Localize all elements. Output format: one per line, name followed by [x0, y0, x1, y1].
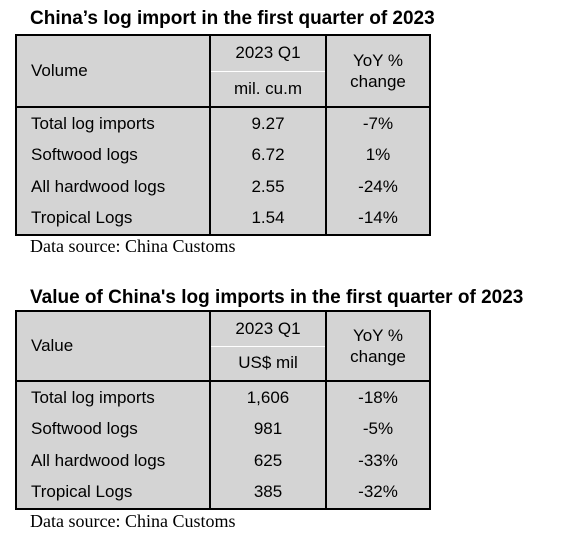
row-yoy: -7% — [326, 107, 431, 140]
row-value: 2.55 — [209, 171, 327, 203]
value-data-source: Data source: China Customs — [30, 511, 236, 531]
row-label: Softwood logs — [15, 139, 210, 171]
row-value: 1.54 — [209, 202, 327, 236]
row-yoy: -24% — [326, 171, 431, 203]
row-yoy: 1% — [326, 139, 431, 171]
value-table-title: Value of China's log imports in the firs… — [30, 287, 524, 308]
table-row: All hardwood logs 2.55 -24% — [15, 171, 431, 203]
row-label: Total log imports — [15, 381, 210, 414]
row-label: Softwood logs — [15, 413, 210, 445]
volume-header-yoy: YoY % change — [325, 34, 431, 108]
value-header-yoy: YoY % change — [325, 310, 431, 382]
table-row: Tropical Logs 385 -32% — [15, 476, 431, 510]
row-value: 1,606 — [209, 381, 327, 414]
volume-data-source: Data source: China Customs — [30, 236, 236, 256]
row-label: All hardwood logs — [15, 445, 210, 477]
table-row: Tropical Logs 1.54 -14% — [15, 202, 431, 236]
table-row: Softwood logs 981 -5% — [15, 413, 431, 445]
row-yoy: -18% — [326, 381, 431, 414]
volume-header-unit: mil. cu.m — [209, 70, 327, 108]
volume-table-title: China’s log import in the first quarter … — [30, 8, 435, 29]
value-header-period: 2023 Q1 — [209, 310, 327, 346]
row-value: 625 — [209, 445, 327, 477]
table-row: Total log imports 9.27 -7% — [15, 107, 431, 140]
row-value: 385 — [209, 476, 327, 510]
row-value: 9.27 — [209, 107, 327, 140]
row-yoy: -33% — [326, 445, 431, 477]
table-row: All hardwood logs 625 -33% — [15, 445, 431, 477]
row-value: 6.72 — [209, 139, 327, 171]
value-header-unit: US$ mil — [209, 345, 327, 382]
row-yoy: -32% — [326, 476, 431, 510]
volume-header-period: 2023 Q1 — [209, 34, 327, 71]
table-row: Total log imports 1,606 -18% — [15, 381, 431, 414]
volume-header-label: Volume — [15, 34, 211, 108]
row-label: Total log imports — [15, 107, 210, 140]
row-yoy: -5% — [326, 413, 431, 445]
row-label: All hardwood logs — [15, 171, 210, 203]
volume-table: Volume 2023 Q1 YoY % change mil. cu.m Tot… — [15, 34, 431, 236]
value-header-label: Value — [15, 310, 211, 382]
row-label: Tropical Logs — [15, 476, 210, 510]
value-table: Value 2023 Q1 YoY % change US$ mil Total … — [15, 310, 431, 510]
row-label: Tropical Logs — [15, 202, 210, 236]
row-yoy: -14% — [326, 202, 431, 236]
table-row: Softwood logs 6.72 1% — [15, 139, 431, 171]
row-value: 981 — [209, 413, 327, 445]
